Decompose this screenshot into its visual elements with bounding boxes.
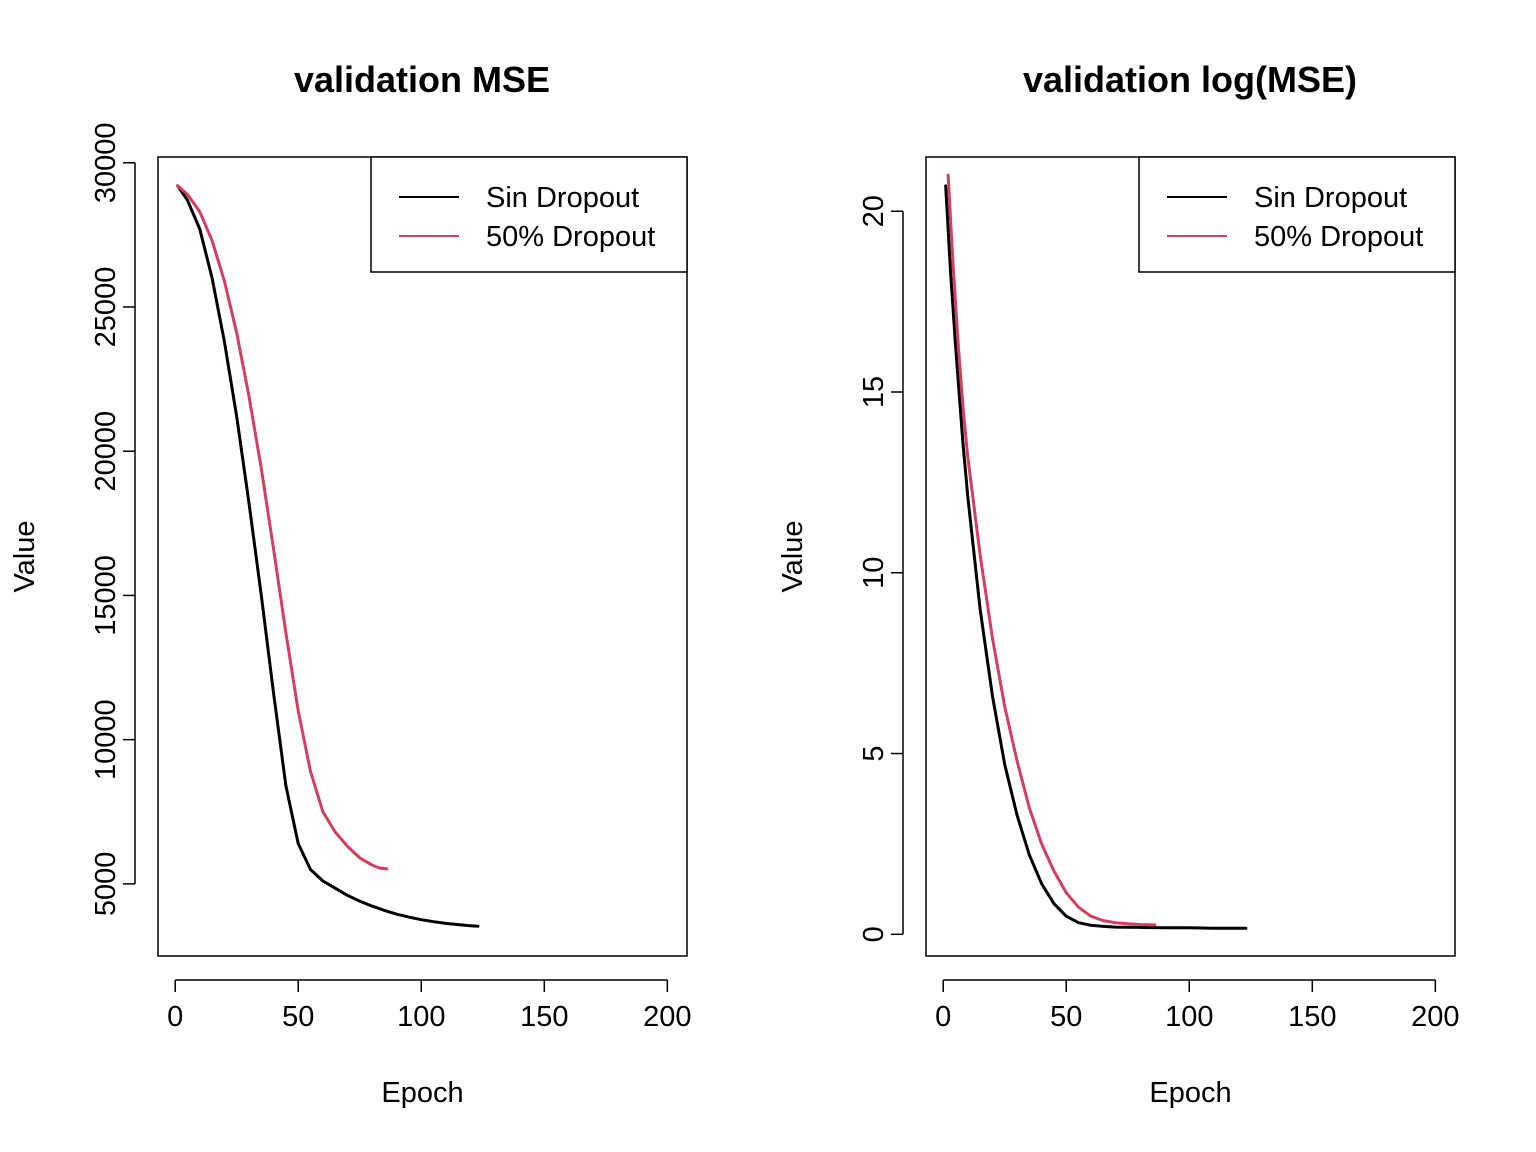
x-tick-label: 50 xyxy=(1050,1001,1082,1033)
series-line-0 xyxy=(176,184,480,928)
y-tick-label: 10000 xyxy=(90,699,122,780)
x-axis-label: Epoch xyxy=(381,1077,463,1109)
legend: Sin Dropout 50% Dropout xyxy=(370,156,688,273)
legend-label: Sin Dropout xyxy=(1254,182,1407,214)
legend-box xyxy=(370,156,688,273)
panel-validation-log-mse: validation log(MSE) 0 50 100 150 200 0 5 10 15 20 E… xyxy=(777,59,1460,1109)
chart-title: validation MSE xyxy=(294,59,550,100)
x-tick-label: 0 xyxy=(167,1001,183,1033)
y-axis-label: Value xyxy=(777,520,809,592)
y-tick-label: 5 xyxy=(858,745,890,761)
legend-label: 50% Dropout xyxy=(486,221,655,253)
y-tick-label: 30000 xyxy=(90,122,122,203)
plot-frame xyxy=(157,156,688,957)
y-tick-label: 20000 xyxy=(90,411,122,492)
x-tick-label: 50 xyxy=(282,1001,314,1033)
y-axis-label: Value xyxy=(9,520,41,592)
chart-title: validation log(MSE) xyxy=(1023,59,1357,100)
y-tick-label: 0 xyxy=(858,926,890,942)
legend: Sin Dropout 50% Dropout xyxy=(1138,156,1456,273)
x-tick-label: 150 xyxy=(1288,1001,1336,1033)
x-tick-label: 150 xyxy=(520,1001,568,1033)
y-tick-label: 20 xyxy=(858,195,890,227)
plot-frame xyxy=(925,156,1456,957)
y-tick-label: 25000 xyxy=(90,267,122,348)
legend-box xyxy=(1138,156,1456,273)
series-line-0 xyxy=(944,184,1248,930)
panel-validation-mse: validation MSE 0 50 100 150 200 5000 10000 15000… xyxy=(9,59,692,1109)
x-tick-label: 100 xyxy=(397,1001,445,1033)
y-tick-label: 15000 xyxy=(90,555,122,636)
y-tick-label: 10 xyxy=(858,557,890,589)
series-line-1 xyxy=(176,184,389,871)
y-tick-label: 15 xyxy=(858,376,890,408)
legend-label: Sin Dropout xyxy=(486,182,639,214)
x-tick-label: 200 xyxy=(1411,1001,1459,1033)
x-axis-label: Epoch xyxy=(1149,1077,1231,1109)
x-tick-label: 0 xyxy=(935,1001,951,1033)
series-line-1 xyxy=(946,173,1157,927)
x-tick-label: 100 xyxy=(1165,1001,1213,1033)
legend-label: 50% Dropout xyxy=(1254,221,1423,253)
x-tick-label: 200 xyxy=(643,1001,691,1033)
y-tick-label: 5000 xyxy=(90,852,122,917)
